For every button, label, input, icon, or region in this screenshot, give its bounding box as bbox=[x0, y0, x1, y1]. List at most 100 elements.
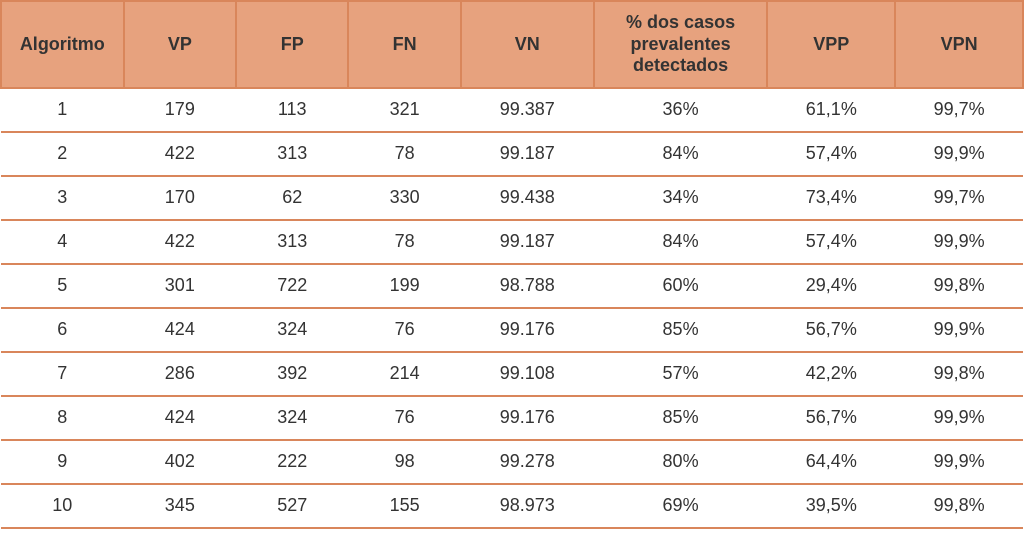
table-cell: 99,8% bbox=[895, 484, 1023, 528]
metrics-table: Algoritmo VP FP FN VN % dos casos preval… bbox=[0, 0, 1024, 529]
table-cell: 424 bbox=[124, 308, 236, 352]
table-cell: 39,5% bbox=[767, 484, 895, 528]
table-cell: 324 bbox=[236, 396, 348, 440]
table-cell: 36% bbox=[594, 88, 768, 132]
table-cell: 99.108 bbox=[461, 352, 594, 396]
metrics-table-container: Algoritmo VP FP FN VN % dos casos preval… bbox=[0, 0, 1024, 529]
table-cell: 61,1% bbox=[767, 88, 895, 132]
table-cell: 76 bbox=[348, 308, 460, 352]
table-cell: 57,4% bbox=[767, 132, 895, 176]
table-row: 84243247699.17685%56,7%99,9% bbox=[1, 396, 1023, 440]
col-header-algoritmo: Algoritmo bbox=[1, 1, 124, 88]
table-row: 64243247699.17685%56,7%99,9% bbox=[1, 308, 1023, 352]
col-header-pct-detectados: % dos casos prevalentes detectados bbox=[594, 1, 768, 88]
table-row: 728639221499.10857%42,2%99,8% bbox=[1, 352, 1023, 396]
table-cell: 98.973 bbox=[461, 484, 594, 528]
col-header-vpn: VPN bbox=[895, 1, 1023, 88]
table-cell: 98.788 bbox=[461, 264, 594, 308]
table-cell: 392 bbox=[236, 352, 348, 396]
table-cell: 99,7% bbox=[895, 176, 1023, 220]
table-cell: 5 bbox=[1, 264, 124, 308]
table-cell: 99,9% bbox=[895, 440, 1023, 484]
table-cell: 73,4% bbox=[767, 176, 895, 220]
table-cell: 57% bbox=[594, 352, 768, 396]
table-row: 31706233099.43834%73,4%99,7% bbox=[1, 176, 1023, 220]
table-cell: 99,9% bbox=[895, 308, 1023, 352]
col-header-vpp: VPP bbox=[767, 1, 895, 88]
table-cell: 301 bbox=[124, 264, 236, 308]
col-header-vp: VP bbox=[124, 1, 236, 88]
table-cell: 42,2% bbox=[767, 352, 895, 396]
table-cell: 321 bbox=[348, 88, 460, 132]
table-cell: 99,9% bbox=[895, 396, 1023, 440]
table-row: 94022229899.27880%64,4%99,9% bbox=[1, 440, 1023, 484]
table-header-row: Algoritmo VP FP FN VN % dos casos preval… bbox=[1, 1, 1023, 88]
table-cell: 56,7% bbox=[767, 396, 895, 440]
table-cell: 99.278 bbox=[461, 440, 594, 484]
table-cell: 56,7% bbox=[767, 308, 895, 352]
table-cell: 6 bbox=[1, 308, 124, 352]
table-cell: 286 bbox=[124, 352, 236, 396]
table-cell: 527 bbox=[236, 484, 348, 528]
table-cell: 85% bbox=[594, 308, 768, 352]
table-body: 117911332199.38736%61,1%99,7%24223137899… bbox=[1, 88, 1023, 528]
table-row: 1034552715598.97369%39,5%99,8% bbox=[1, 484, 1023, 528]
table-cell: 99.187 bbox=[461, 132, 594, 176]
table-cell: 80% bbox=[594, 440, 768, 484]
table-cell: 57,4% bbox=[767, 220, 895, 264]
table-cell: 7 bbox=[1, 352, 124, 396]
table-cell: 330 bbox=[348, 176, 460, 220]
table-cell: 424 bbox=[124, 396, 236, 440]
table-cell: 29,4% bbox=[767, 264, 895, 308]
table-cell: 214 bbox=[348, 352, 460, 396]
table-cell: 64,4% bbox=[767, 440, 895, 484]
table-cell: 99,9% bbox=[895, 132, 1023, 176]
table-cell: 324 bbox=[236, 308, 348, 352]
table-cell: 155 bbox=[348, 484, 460, 528]
table-cell: 99,8% bbox=[895, 264, 1023, 308]
table-cell: 222 bbox=[236, 440, 348, 484]
table-cell: 4 bbox=[1, 220, 124, 264]
table-cell: 722 bbox=[236, 264, 348, 308]
table-cell: 76 bbox=[348, 396, 460, 440]
table-row: 24223137899.18784%57,4%99,9% bbox=[1, 132, 1023, 176]
table-cell: 199 bbox=[348, 264, 460, 308]
table-cell: 313 bbox=[236, 220, 348, 264]
table-cell: 99,9% bbox=[895, 220, 1023, 264]
table-cell: 99.387 bbox=[461, 88, 594, 132]
table-cell: 99,7% bbox=[895, 88, 1023, 132]
table-cell: 60% bbox=[594, 264, 768, 308]
table-cell: 179 bbox=[124, 88, 236, 132]
table-cell: 34% bbox=[594, 176, 768, 220]
table-cell: 99.438 bbox=[461, 176, 594, 220]
col-header-fn: FN bbox=[348, 1, 460, 88]
table-cell: 78 bbox=[348, 132, 460, 176]
table-row: 117911332199.38736%61,1%99,7% bbox=[1, 88, 1023, 132]
table-cell: 422 bbox=[124, 220, 236, 264]
table-cell: 1 bbox=[1, 88, 124, 132]
table-cell: 85% bbox=[594, 396, 768, 440]
table-cell: 78 bbox=[348, 220, 460, 264]
table-cell: 345 bbox=[124, 484, 236, 528]
col-header-fp: FP bbox=[236, 1, 348, 88]
table-cell: 99.176 bbox=[461, 308, 594, 352]
table-cell: 84% bbox=[594, 220, 768, 264]
table-cell: 99,8% bbox=[895, 352, 1023, 396]
table-cell: 99.176 bbox=[461, 396, 594, 440]
table-cell: 84% bbox=[594, 132, 768, 176]
table-cell: 402 bbox=[124, 440, 236, 484]
table-header: Algoritmo VP FP FN VN % dos casos preval… bbox=[1, 1, 1023, 88]
table-cell: 422 bbox=[124, 132, 236, 176]
table-cell: 9 bbox=[1, 440, 124, 484]
table-row: 44223137899.18784%57,4%99,9% bbox=[1, 220, 1023, 264]
table-cell: 3 bbox=[1, 176, 124, 220]
table-cell: 10 bbox=[1, 484, 124, 528]
table-cell: 98 bbox=[348, 440, 460, 484]
table-cell: 99.187 bbox=[461, 220, 594, 264]
table-cell: 8 bbox=[1, 396, 124, 440]
table-cell: 2 bbox=[1, 132, 124, 176]
table-cell: 170 bbox=[124, 176, 236, 220]
table-cell: 113 bbox=[236, 88, 348, 132]
table-row: 530172219998.78860%29,4%99,8% bbox=[1, 264, 1023, 308]
table-cell: 62 bbox=[236, 176, 348, 220]
